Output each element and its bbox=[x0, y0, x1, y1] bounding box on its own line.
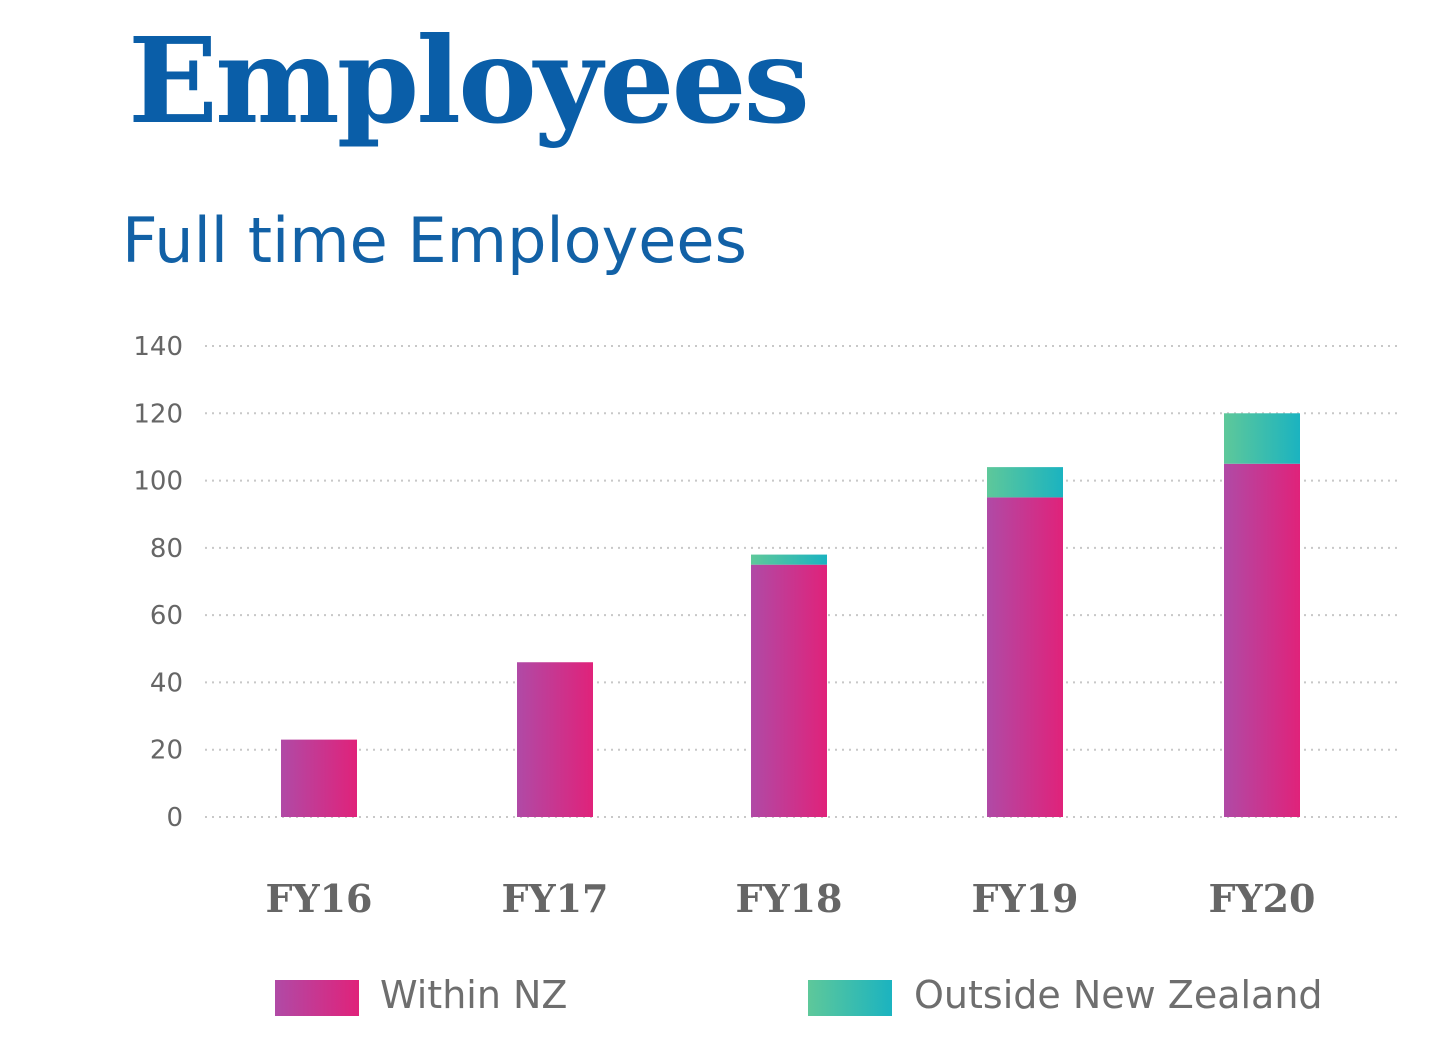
bar-outside-nz-fy20 bbox=[1224, 413, 1300, 464]
bar-within-nz-fy18 bbox=[751, 564, 827, 817]
y-tick-label: 20 bbox=[150, 736, 183, 766]
y-tick-label: 40 bbox=[150, 668, 183, 698]
y-tick-label: 100 bbox=[133, 467, 183, 497]
page-heading: Employees bbox=[128, 11, 810, 150]
y-axis-ticks: 0 20 40 60 80 100 120 140 bbox=[133, 332, 183, 833]
legend-swatch-outside-nz bbox=[808, 980, 892, 1016]
bar-within-nz-fy20 bbox=[1224, 463, 1300, 817]
legend-label-outside-nz: Outside New Zealand bbox=[914, 973, 1323, 1017]
bars bbox=[281, 413, 1300, 817]
y-tick-label: 0 bbox=[166, 803, 183, 833]
bar-outside-nz-fy18 bbox=[751, 554, 827, 565]
legend-swatch-within-nz bbox=[275, 980, 359, 1016]
x-axis-categories: FY16 FY17 FY18 FY19 FY20 bbox=[266, 876, 1316, 921]
bar-outside-nz-fy19 bbox=[987, 467, 1063, 498]
x-category-label: FY17 bbox=[502, 876, 609, 921]
x-category-label: FY19 bbox=[972, 876, 1079, 921]
bar-within-nz-fy19 bbox=[987, 497, 1063, 817]
bar-within-nz-fy17 bbox=[517, 662, 593, 817]
y-tick-label: 60 bbox=[150, 601, 183, 631]
y-tick-label: 80 bbox=[150, 534, 183, 564]
x-category-label: FY16 bbox=[266, 876, 373, 921]
y-tick-label: 140 bbox=[133, 332, 183, 362]
x-category-label: FY18 bbox=[736, 876, 843, 921]
legend-label-within-nz: Within NZ bbox=[380, 973, 567, 1017]
bar-within-nz-fy16 bbox=[281, 739, 357, 817]
legend: Within NZ Outside New Zealand bbox=[275, 973, 1323, 1017]
chart-title: Full time Employees bbox=[122, 204, 747, 277]
y-tick-label: 120 bbox=[133, 399, 183, 429]
x-category-label: FY20 bbox=[1209, 876, 1316, 921]
